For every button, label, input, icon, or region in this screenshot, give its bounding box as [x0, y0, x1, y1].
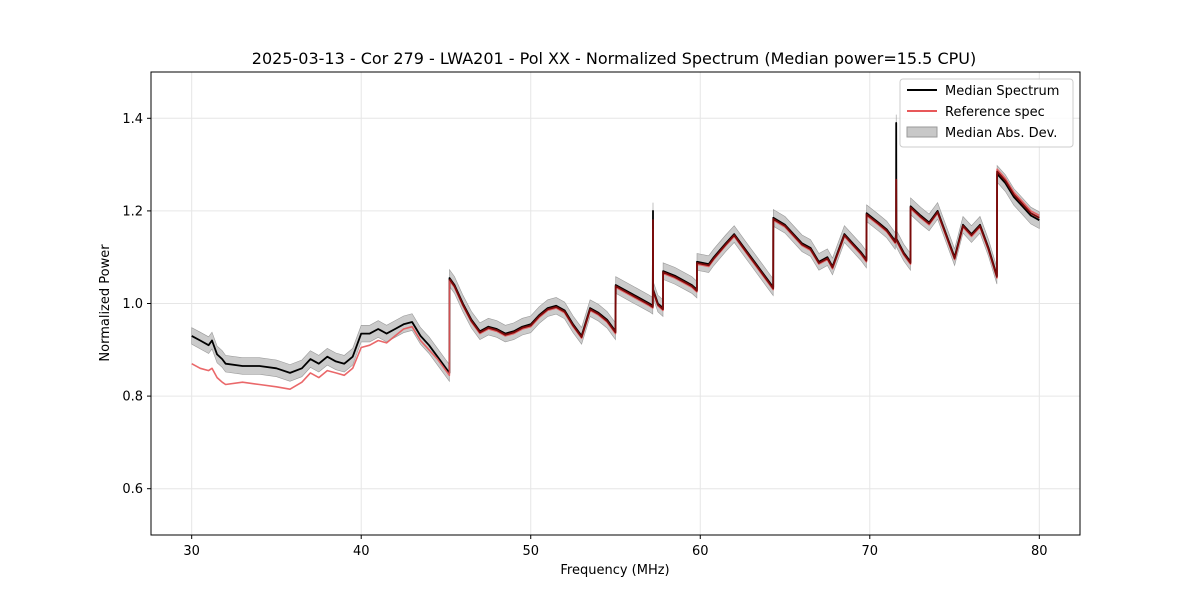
legend-reference-label: Reference spec: [945, 105, 1045, 120]
plot-area: [191, 114, 1040, 391]
x-tick-label: 80: [1031, 544, 1048, 559]
legend-band-label: Median Abs. Dev.: [945, 126, 1057, 141]
x-tick-label: 70: [862, 544, 879, 559]
y-tick-label: 0.6: [122, 482, 143, 497]
y-tick-label: 1.0: [122, 297, 143, 312]
legend-box: [899, 78, 1074, 148]
legend-median-label: Median Spectrum: [945, 84, 1059, 99]
x-tick-label: 50: [522, 544, 539, 559]
x-tick-label: 40: [353, 544, 370, 559]
x-axis-label: Frequency (MHz): [560, 563, 669, 578]
legend: Median Spectrum Reference spec Median Ab…: [899, 78, 1074, 148]
ticks: 30 40 50 60 70 80 0.6 0.8 1.0 1.2 1.4: [122, 112, 1047, 559]
y-axis-label: Normalized Power: [98, 244, 113, 362]
y-tick-label: 0.8: [122, 390, 143, 405]
x-tick-label: 60: [692, 544, 709, 559]
x-tick-label: 30: [183, 544, 200, 559]
chart-title: 2025-03-13 - Cor 279 - LWA201 - Pol XX -…: [252, 49, 976, 68]
overlap-spectrum-line: [448, 170, 1040, 339]
legend-band-swatch: [906, 126, 938, 138]
y-tick-label: 1.4: [122, 112, 143, 127]
y-tick-label: 1.2: [122, 204, 143, 219]
